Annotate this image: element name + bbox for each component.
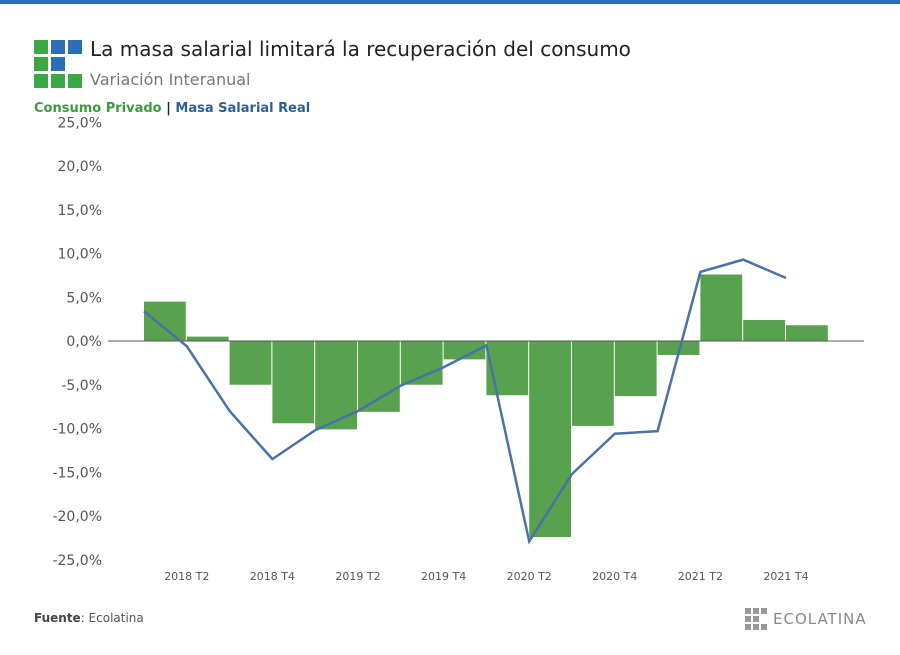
y-tick-label: 15,0% [58, 203, 102, 219]
bar-2020-T1 [486, 341, 529, 396]
y-tick-label: -25,0% [52, 553, 102, 569]
brand-logo: ECOLATINA [745, 608, 867, 630]
legend-separator: | [166, 101, 171, 116]
source-value: : Ecolatina [80, 611, 144, 625]
y-tick-label: 10,0% [58, 247, 102, 263]
bar-2018-T1 [144, 301, 186, 341]
ecolatina-logo-icon [34, 40, 82, 88]
x-tick-label: 2019 T4 [421, 570, 466, 583]
y-tick-label: -10,0% [52, 422, 102, 438]
y-tick-label: 25,0% [58, 115, 102, 131]
source-label: Fuente [34, 611, 81, 625]
bar-2018-T3 [229, 341, 272, 385]
line-masa-salarial [143, 258, 787, 545]
y-tick-label: 0,0% [66, 334, 102, 350]
bar-2021-T4 [786, 325, 828, 341]
brand-grid-icon [745, 608, 767, 630]
x-tick-label: 2021 T2 [678, 570, 723, 583]
bar-2020-T2 [529, 341, 571, 537]
y-tick-label: -15,0% [52, 465, 102, 481]
x-tick-label: 2021 T4 [763, 570, 808, 583]
y-tick-label: -5,0% [61, 378, 102, 394]
bar-2018-T2 [186, 336, 229, 341]
bar-2020-T4 [614, 341, 657, 397]
bar-2019-T2 [358, 341, 400, 412]
bar-2019-T3 [400, 341, 443, 385]
x-tick-label: 2018 T4 [250, 570, 295, 583]
bar-2021-T1 [657, 341, 700, 355]
top-accent-bar [0, 0, 900, 4]
legend: Consumo Privado | Masa Salarial Real [34, 101, 310, 116]
bar-2020-T3 [572, 341, 614, 426]
y-tick-label: 5,0% [66, 290, 102, 306]
chart-subtitle: Variación Interanual [90, 70, 251, 89]
source-note: Fuente: Ecolatina [34, 611, 144, 625]
y-tick-label: 20,0% [58, 159, 102, 175]
brand-name: ECOLATINA [773, 610, 867, 628]
chart-title: La masa salarial limitará la recuperació… [90, 37, 631, 61]
y-tick-label: -20,0% [52, 509, 102, 525]
x-tick-label: 2020 T4 [592, 570, 637, 583]
bar-2019-T1 [315, 341, 357, 430]
x-tick-label: 2020 T2 [507, 570, 552, 583]
x-tick-label: 2019 T2 [335, 570, 380, 583]
legend-masa: Masa Salarial Real [175, 101, 311, 116]
bar-2018-T4 [272, 341, 315, 424]
bar-2019-T4 [443, 341, 486, 360]
bar-2021-T3 [743, 320, 785, 341]
legend-consumo: Consumo Privado [34, 101, 162, 116]
x-tick-label: 2018 T2 [164, 570, 209, 583]
bar-2021-T2 [700, 274, 743, 341]
